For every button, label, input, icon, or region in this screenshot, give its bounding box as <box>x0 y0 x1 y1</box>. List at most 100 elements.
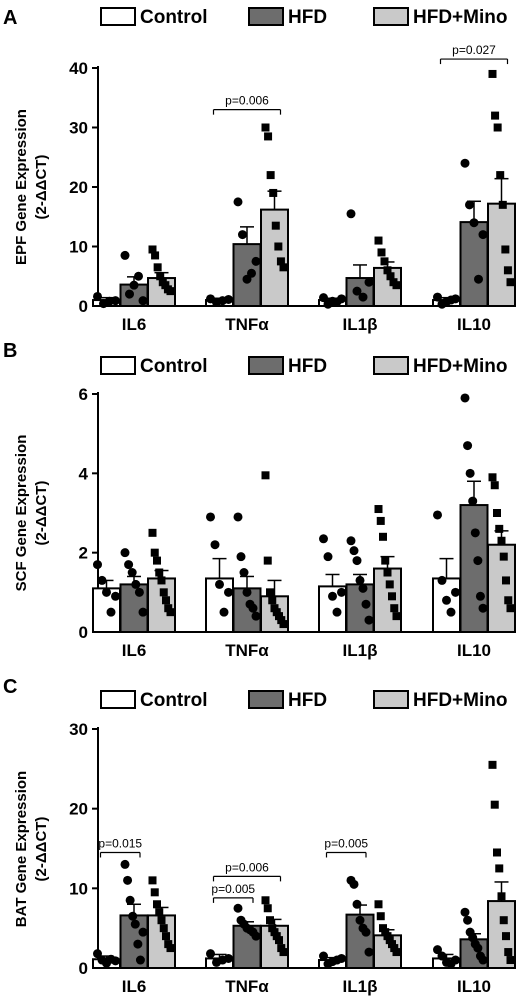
point-IL1β-HFD <box>352 286 362 296</box>
legend-swatch-2 <box>373 690 409 709</box>
point-IL6-HFD <box>138 607 148 617</box>
y-tick-label-3: 30 <box>69 119 88 138</box>
point-IL10-HFD <box>463 915 473 925</box>
point-TNFα-HFD <box>233 197 243 207</box>
point-TNFα-HFD+Mino <box>269 188 278 197</box>
point-IL10-HFD+Mino <box>495 524 504 533</box>
panel-B: B Control HFD HFD+Mino SCF Gene Expression (2… <box>3 340 516 660</box>
point-IL6-HFD+Mino <box>153 556 161 565</box>
point-TNFα-HFD+Mino <box>268 596 277 605</box>
point-IL6-HFD+Mino <box>148 528 157 537</box>
point-IL10-HFD+Mino <box>488 473 497 482</box>
legend-label-2: HFD+Mino <box>413 690 507 711</box>
point-IL1β-HFD+Mino <box>392 948 401 957</box>
point-IL6-HFD <box>130 919 140 929</box>
point-TNFα-HFD+Mino <box>266 916 274 925</box>
y-tick-label-1: 10 <box>69 238 88 257</box>
point-IL1β-HFD+Mino <box>376 516 385 525</box>
y-axis-label-line-0: BAT Gene Expression <box>13 771 30 927</box>
point-IL6-HFD <box>134 587 144 597</box>
point-IL1β-HFD+Mino <box>374 505 383 514</box>
point-IL1β-HFD+Mino <box>379 532 387 541</box>
point-IL6-Control <box>93 291 102 301</box>
point-IL1β-HFD+Mino <box>374 900 383 909</box>
panel-letter: A <box>3 7 17 29</box>
point-IL10-HFD+Mino <box>497 536 506 545</box>
point-IL10-Control <box>437 575 447 585</box>
point-TNFα-HFD <box>236 552 246 562</box>
x-tick-label-1: TNFα <box>225 641 269 660</box>
x-tick-label-3: IL10 <box>457 315 491 334</box>
point-IL1β-HFD+Mino <box>380 257 389 266</box>
point-IL6-HFD <box>123 875 133 885</box>
y-tick-label-2: 20 <box>69 178 88 197</box>
point-IL1β-HFD+Mino <box>390 604 399 613</box>
point-IL6-HFD+Mino <box>162 596 170 605</box>
y-tick-label-0: 0 <box>79 959 88 978</box>
point-IL10-Control <box>437 951 447 961</box>
point-IL1β-HFD+Mino <box>377 248 386 257</box>
y-axis-label-line-1: (2-ΔΔCT) <box>33 481 50 546</box>
point-IL10-HFD <box>465 200 474 210</box>
point-IL10-HFD+Mino <box>493 848 501 857</box>
x-tick-label-0: IL6 <box>122 977 147 996</box>
point-IL1β-HFD <box>352 556 362 566</box>
point-IL10-HFD+Mino <box>499 552 508 561</box>
point-IL10-HFD+Mino <box>488 760 497 769</box>
point-IL1β-Control <box>319 534 328 544</box>
point-IL6-HFD+Mino <box>155 908 164 917</box>
point-IL1β-HFD+Mino <box>381 556 390 565</box>
legend-label-1: HFD <box>288 690 327 711</box>
point-TNFα-HFD+Mino <box>279 620 288 629</box>
y-tick-label-3: 30 <box>69 720 88 739</box>
point-IL6-HFD <box>120 859 130 869</box>
point-IL10-HFD+Mino <box>499 916 508 925</box>
point-IL6-HFD <box>129 280 139 290</box>
point-IL6-Control <box>93 949 102 959</box>
y-axis-label-line-1: (2-ΔΔCT) <box>33 817 50 882</box>
legend-label-1: HFD <box>288 7 327 28</box>
y-tick-label-2: 4 <box>79 464 89 483</box>
point-IL1β-HFD <box>349 546 359 556</box>
y-tick-label-0: 0 <box>79 623 88 642</box>
point-IL6-HFD+Mino <box>157 916 166 925</box>
point-TNFα-HFD+Mino <box>261 123 270 132</box>
point-IL10-HFD+Mino <box>503 266 512 275</box>
point-IL1β-HFD <box>358 583 368 593</box>
point-TNFα-HFD <box>251 611 261 621</box>
point-IL6-HFD+Mino <box>156 272 165 281</box>
y-tick-label-4: 40 <box>69 59 88 78</box>
point-TNFα-HFD+Mino <box>274 242 283 251</box>
legend-label-0: Control <box>140 356 208 377</box>
legend-swatch-1 <box>248 7 284 26</box>
point-IL1β-Control <box>337 953 346 963</box>
point-IL10-HFD <box>478 955 488 965</box>
point-IL6-HFD+Mino <box>159 924 168 933</box>
point-IL10-HFD+Mino <box>497 892 506 901</box>
point-IL6-Control <box>111 591 120 601</box>
point-IL6-Control <box>111 956 120 966</box>
legend-swatch-2 <box>373 7 409 26</box>
point-TNFα-HFD+Mino <box>264 132 273 141</box>
y-tick-label-0: 0 <box>79 297 88 316</box>
point-TNFα-HFD <box>251 256 261 266</box>
point-IL10-HFD+Mino <box>490 800 499 809</box>
point-IL10-HFD+Mino <box>491 111 500 120</box>
annotation-label-1: p=0.027 <box>452 43 496 57</box>
point-IL1β-HFD <box>361 927 371 937</box>
point-IL1β-HFD+Mino <box>388 592 396 601</box>
point-IL6-HFD+Mino <box>166 287 175 296</box>
point-IL1β-Control <box>319 951 328 961</box>
point-IL6-HFD <box>127 568 137 577</box>
point-IL6-HFD+Mino <box>153 900 161 909</box>
point-IL10-HFD <box>463 441 473 451</box>
point-TNFα-HFD+Mino <box>263 556 272 565</box>
point-IL10-HFD <box>473 556 483 566</box>
point-IL10-HFD <box>474 274 483 284</box>
point-IL1β-HFD+Mino <box>392 612 401 621</box>
point-IL1β-HFD+Mino <box>383 568 392 577</box>
point-TNFα-Control <box>219 607 229 617</box>
point-IL10-HFD+Mino <box>495 864 504 873</box>
y-tick-label-3: 6 <box>79 385 88 404</box>
annotation-label-2: p=0.005 <box>211 882 255 896</box>
